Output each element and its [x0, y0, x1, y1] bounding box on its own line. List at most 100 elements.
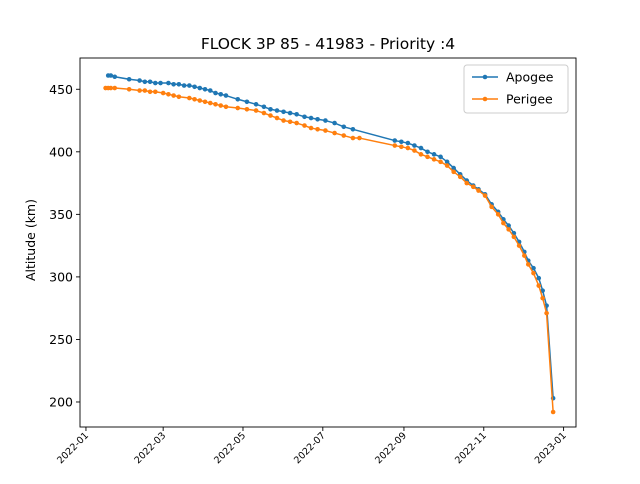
apogee-point: [418, 145, 424, 151]
legend-label: Perigee: [506, 92, 553, 107]
perigee-point: [418, 152, 424, 157]
perigee-point: [464, 180, 470, 186]
apogee-point: [192, 84, 197, 90]
apogee-point: [323, 118, 328, 123]
apogee-point: [218, 91, 224, 97]
perigee-point: [431, 157, 437, 162]
perigee-point: [451, 169, 456, 175]
perigee-point: [501, 220, 506, 226]
perigee-point: [392, 143, 398, 148]
perigee-point: [476, 188, 481, 193]
perigee-point: [471, 184, 476, 190]
series-perigee: [103, 85, 556, 415]
perigee-point: [207, 100, 213, 106]
perigee-point: [425, 154, 430, 160]
perigee-point: [495, 212, 501, 217]
perigee-point: [489, 204, 494, 210]
perigee-point: [536, 283, 542, 288]
apogee-point: [261, 104, 267, 110]
perigee-point: [399, 144, 404, 150]
apogee-point: [197, 85, 203, 91]
perigee-point: [192, 96, 197, 102]
apogee-point: [302, 114, 307, 120]
perigee-point: [287, 119, 293, 125]
apogee-point: [112, 74, 118, 80]
chart-title: FLOCK 3P 85 - 41983 - Priority :4: [201, 35, 455, 53]
perigee-point: [235, 105, 241, 111]
perigee-point: [357, 135, 362, 141]
apogee-point: [332, 120, 337, 126]
perigee-point: [126, 86, 132, 92]
apogee-point: [137, 78, 142, 83]
perigee-point: [525, 262, 531, 267]
apogee-point: [350, 127, 356, 132]
apogee-point: [281, 109, 286, 115]
perigee-point: [544, 310, 549, 316]
apogee-point: [158, 80, 163, 86]
y-tick-label: 450: [49, 82, 73, 97]
perigee-point: [142, 88, 148, 93]
apogee-point: [444, 159, 450, 165]
perigee-point: [350, 135, 356, 141]
apogee-point: [202, 86, 208, 92]
legend: Apogee Perigee: [463, 64, 569, 114]
perigee-point: [550, 409, 556, 415]
y-tick-label: 400: [49, 144, 73, 159]
perigee-point: [166, 91, 171, 97]
apogee-point: [147, 79, 153, 85]
apogee-point: [126, 76, 132, 82]
apogee-point: [399, 139, 404, 145]
apogee-point: [425, 149, 430, 155]
legend-entry-apogee: Apogee: [472, 70, 554, 85]
perigee-point: [294, 120, 299, 126]
perigee-point: [171, 93, 176, 98]
perigee-point: [176, 94, 182, 100]
perigee-point: [457, 174, 463, 180]
perigee-point: [261, 110, 267, 116]
perigee-point: [302, 123, 307, 128]
apogee-point: [244, 99, 250, 105]
apogee-point: [405, 140, 411, 146]
perigee-point: [323, 128, 328, 133]
apogee-point: [392, 138, 398, 143]
y-tick-label: 200: [49, 394, 73, 409]
perigee-point: [112, 85, 118, 91]
y-tick-label: 350: [49, 207, 73, 222]
perigee-point: [268, 113, 273, 118]
perigee-point: [308, 125, 314, 131]
perigee-point: [522, 253, 527, 258]
apogee-point: [181, 83, 187, 88]
perigee-point: [253, 108, 259, 113]
perigee-point: [108, 85, 114, 91]
perigee-point: [405, 145, 411, 151]
perigee-point: [213, 101, 218, 107]
apogee-point: [341, 124, 347, 130]
perigee-point: [332, 130, 337, 136]
perigee-point: [531, 270, 536, 276]
perigee-point: [137, 88, 142, 93]
legend-entry-perigee: Perigee: [472, 92, 553, 107]
apogee-point: [506, 223, 511, 228]
perigee-point: [187, 95, 192, 101]
perigee-point: [516, 243, 522, 248]
perigee-point: [506, 227, 511, 232]
perigee-point: [438, 159, 443, 165]
apogee-point: [274, 108, 280, 113]
apogee-point: [294, 111, 299, 117]
y-tick-label: 250: [49, 332, 73, 347]
apogee-point: [540, 288, 545, 293]
perigee-point: [274, 115, 280, 121]
apogee-point: [431, 152, 437, 157]
perigee-point: [444, 163, 450, 168]
perigee-point: [511, 234, 517, 240]
legend-marker: [482, 96, 488, 102]
apogee-point: [438, 154, 443, 160]
plot-frame: [79, 57, 577, 428]
apogee-point: [235, 96, 241, 102]
y-axis-label: Altitude (km): [23, 199, 38, 281]
series-layer: [103, 73, 556, 415]
perigee-point: [223, 104, 229, 110]
apogee-point: [207, 88, 213, 93]
perigee-point: [540, 295, 545, 301]
